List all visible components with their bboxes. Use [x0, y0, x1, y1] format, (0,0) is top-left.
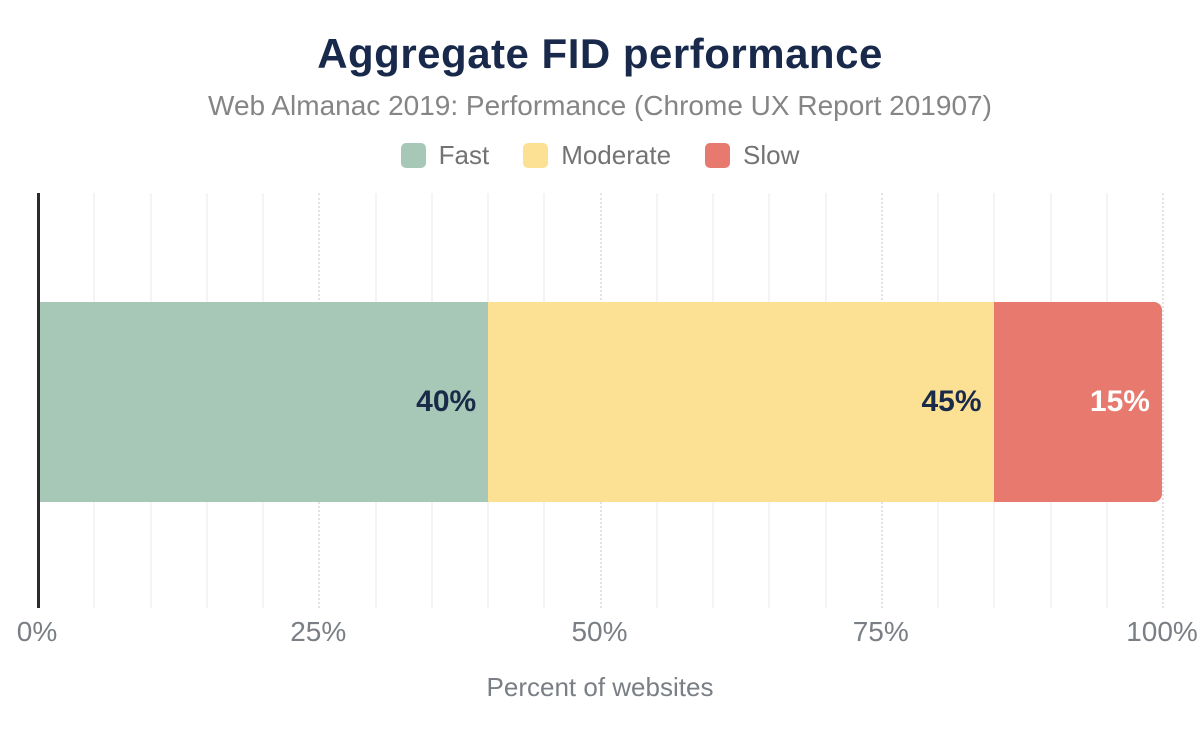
bar-segment-slow: 15% [993, 302, 1162, 502]
legend-swatch-icon [400, 143, 426, 168]
x-axis-ticks: 0% 25% 50% 75% 100% [17, 616, 1198, 650]
legend-swatch-icon [523, 143, 549, 168]
x-axis-title: Percent of websites [486, 672, 714, 702]
x-tick-label: 0% [16, 616, 58, 647]
chart-title: Aggregate FID performance [317, 30, 883, 77]
x-tick-label: 50% [571, 616, 628, 647]
x-tick-label: 100% [1126, 616, 1198, 647]
bar-segment-fast: 40% [39, 302, 489, 502]
legend-label: Fast [438, 140, 490, 170]
chart-subtitle: Web Almanac 2019: Performance (Chrome UX… [208, 90, 992, 121]
major-gridline [1162, 193, 1164, 608]
bar-segment-value-label: 40% [416, 385, 477, 418]
bar-segment-value-label: 45% [921, 385, 982, 418]
bar-segment-value-label: 15% [1089, 385, 1150, 418]
legend-item-slow: Slow [705, 140, 799, 171]
bar-segment-moderate: 45% [488, 302, 994, 502]
legend-item-fast: Fast [400, 140, 490, 171]
plot-area: 40% 45% 15% [37, 193, 1164, 608]
y-axis-line [37, 193, 40, 608]
legend-swatch-icon [705, 143, 731, 168]
x-tick-label: 25% [290, 616, 347, 647]
legend: Fast Moderate Slow [0, 140, 1200, 171]
legend-label: Moderate [561, 140, 672, 170]
legend-label: Slow [743, 140, 800, 170]
stacked-bar: 40% 45% 15% [39, 302, 1162, 502]
legend-item-moderate: Moderate [523, 140, 671, 171]
x-tick-label: 75% [852, 616, 909, 647]
